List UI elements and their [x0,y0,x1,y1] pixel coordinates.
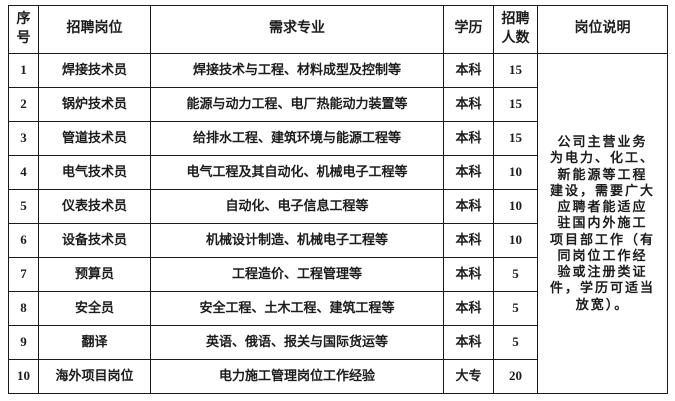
cell-position: 安全员 [38,291,151,326]
table-row: 7 预算员 工程造价、工程管理等 本科 5 [8,257,668,292]
cell-no: 3 [8,121,39,156]
cell-majors: 安全工程、土木工程、建筑工程等 [150,291,444,326]
cell-education: 本科 [443,257,494,292]
header-cell-count: 招聘人数 [493,5,538,54]
header-cell-majors: 需求专业 [150,5,444,54]
cell-position: 翻译 [38,325,151,360]
cell-education: 本科 [443,87,494,122]
cell-education: 大专 [443,359,494,394]
cell-position: 电气技术员 [38,155,151,190]
table-row: 10 海外项目岗位 电力施工管理岗位工作经验 大专 20 [8,359,668,394]
cell-majors: 电气工程及其自动化、机械电子工程等 [150,155,444,190]
table-row: 3 管道技术员 给排水工程、建筑环境与能源工程等 本科 15 [8,121,668,156]
cell-position: 仪表技术员 [38,189,151,224]
cell-education: 本科 [443,155,494,190]
cell-count: 15 [493,53,538,88]
cell-majors: 机械设计制造、机械电子工程等 [150,223,444,258]
cell-count: 5 [493,257,538,292]
cell-education: 本科 [443,189,494,224]
table-row: 6 设备技术员 机械设计制造、机械电子工程等 本科 10 [8,223,668,258]
cell-majors: 能源与动力工程、电厂热能动力装置等 [150,87,444,122]
cell-majors: 自动化、电子信息工程等 [150,189,444,224]
cell-no: 10 [8,359,39,394]
cell-position: 锅炉技术员 [38,87,151,122]
cell-education: 本科 [443,121,494,156]
header-cell-description: 岗位说明 [537,5,668,54]
job-description-cell: 公司主营业务 为电力、化工、 新能源等工程 建设，需要广大 应聘者能适应 驻国内… [537,53,668,394]
cell-majors: 焊接技术与工程、材料成型及控制等 [150,53,444,88]
cell-position: 预算员 [38,257,151,292]
cell-position: 设备技术员 [38,223,151,258]
cell-education: 本科 [443,223,494,258]
cell-count: 5 [493,325,538,360]
cell-education: 本科 [443,291,494,326]
cell-count: 15 [493,87,538,122]
cell-count: 15 [493,121,538,156]
header-cell-education: 学历 [443,5,494,54]
cell-count: 10 [493,189,538,224]
header-cell-no: 序号 [8,5,39,54]
cell-education: 本科 [443,325,494,360]
table-row: 4 电气技术员 电气工程及其自动化、机械电子工程等 本科 10 [8,155,668,190]
table-row: 2 锅炉技术员 能源与动力工程、电厂热能动力装置等 本科 15 [8,87,668,122]
cell-no: 4 [8,155,39,190]
header-row: 序号 招聘岗位 需求专业 学历 招聘人数 岗位说明 [8,5,668,54]
cell-count: 10 [493,155,538,190]
cell-no: 2 [8,87,39,122]
cell-majors: 英语、俄语、报关与国际货运等 [150,325,444,360]
cell-count: 10 [493,223,538,258]
table-row: 5 仪表技术员 自动化、电子信息工程等 本科 10 [8,189,668,224]
cell-count: 20 [493,359,538,394]
table-row: 1 焊接技术员 焊接技术与工程、材料成型及控制等 本科 15 公司主营业务 为电… [8,53,668,394]
cell-position: 焊接技术员 [38,53,151,88]
cell-no: 8 [8,291,39,326]
cell-no: 5 [8,189,39,224]
cell-no: 7 [8,257,39,292]
cell-majors: 给排水工程、建筑环境与能源工程等 [150,121,444,156]
cell-no: 9 [8,325,39,360]
cell-majors: 工程造价、工程管理等 [150,257,444,292]
recruitment-table: 序号 招聘岗位 需求专业 学历 招聘人数 岗位说明 1 焊接技术员 焊接技术与工… [8,5,668,394]
cell-no: 6 [8,223,39,258]
cell-position: 海外项目岗位 [38,359,151,394]
cell-no: 1 [8,53,39,88]
cell-count: 5 [493,291,538,326]
header-cell-position: 招聘岗位 [38,5,151,54]
table-row: 9 翻译 英语、俄语、报关与国际货运等 本科 5 [8,325,668,360]
cell-position: 管道技术员 [38,121,151,156]
cell-education: 本科 [443,53,494,88]
cell-majors: 电力施工管理岗位工作经验 [150,359,444,394]
